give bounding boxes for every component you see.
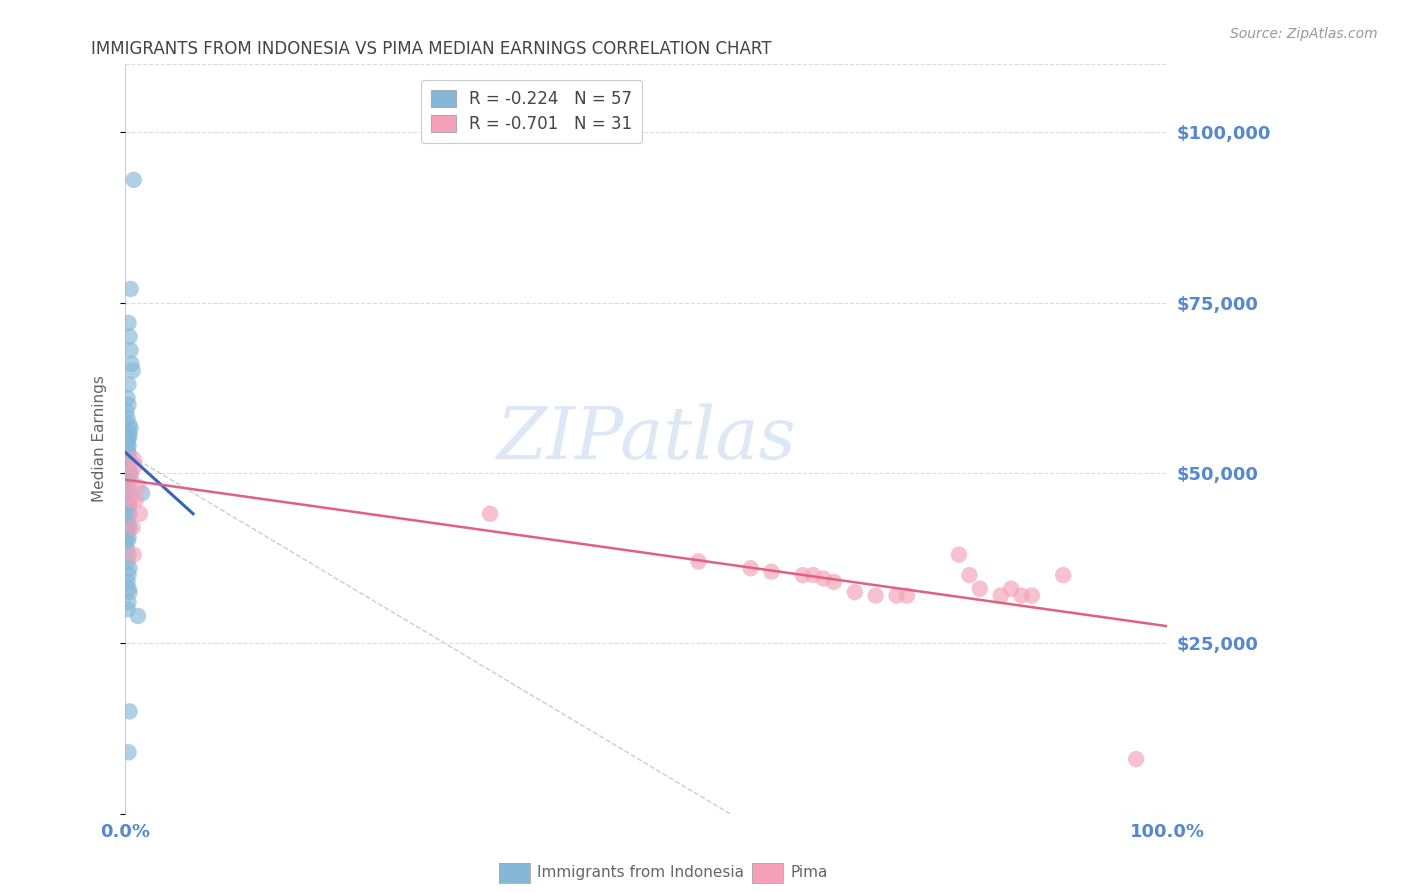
Point [120, 493, 142, 508]
Text: Immigrants from Indonesia: Immigrants from Indonesia [537, 865, 744, 880]
Point [761, 565, 783, 579]
Point [124, 459, 146, 474]
Point [127, 609, 149, 624]
Point [117, 602, 139, 616]
Point [120, 282, 142, 296]
Point [118, 329, 141, 343]
Y-axis label: Median Earnings: Median Earnings [93, 376, 107, 502]
Point [1000, 582, 1022, 596]
Point [117, 456, 139, 470]
Point [115, 514, 138, 528]
Point [118, 507, 141, 521]
Point [688, 554, 710, 568]
Point [117, 435, 139, 450]
Point [117, 462, 139, 476]
Point [117, 432, 139, 446]
Point [117, 548, 139, 562]
Point [120, 422, 142, 436]
Point [886, 589, 908, 603]
Point [121, 520, 143, 534]
Point [120, 469, 142, 483]
Point [118, 428, 141, 442]
Point [801, 568, 824, 582]
Point [118, 520, 141, 534]
Point [131, 486, 153, 500]
Point [129, 507, 152, 521]
Point [117, 473, 139, 487]
Point [115, 404, 138, 418]
Point [823, 574, 845, 589]
Point [121, 364, 143, 378]
Point [117, 398, 139, 412]
Point [1052, 568, 1074, 582]
Point [118, 705, 141, 719]
Point [117, 554, 139, 568]
Point [117, 582, 139, 596]
Text: Source: ZipAtlas.com: Source: ZipAtlas.com [1230, 27, 1378, 41]
Point [118, 466, 141, 480]
Point [122, 452, 145, 467]
Point [117, 445, 139, 459]
Point [117, 507, 139, 521]
Point [117, 524, 139, 538]
Legend: R = -0.224   N = 57, R = -0.701   N = 31: R = -0.224 N = 57, R = -0.701 N = 31 [420, 80, 643, 143]
Point [120, 343, 142, 358]
Point [115, 476, 138, 491]
Point [117, 479, 139, 493]
Point [948, 548, 970, 562]
Point [115, 527, 138, 541]
Point [1011, 589, 1033, 603]
Point [117, 425, 139, 439]
Point [117, 442, 139, 456]
Point [117, 486, 139, 500]
Point [117, 479, 139, 493]
Point [1021, 589, 1043, 603]
Point [990, 589, 1012, 603]
Point [118, 585, 141, 599]
Point [118, 418, 141, 433]
Point [117, 568, 139, 582]
Point [117, 316, 139, 330]
Point [117, 574, 139, 589]
Point [117, 439, 139, 453]
Point [122, 548, 145, 562]
Point [117, 516, 139, 531]
Point [127, 479, 149, 493]
Point [117, 377, 139, 392]
Point [117, 500, 139, 514]
Point [117, 595, 139, 609]
Point [813, 572, 835, 586]
Text: ZIPatlas: ZIPatlas [496, 403, 796, 474]
Point [117, 497, 139, 511]
Point [792, 568, 814, 582]
Point [117, 534, 139, 549]
Point [117, 459, 139, 474]
Point [1125, 752, 1147, 766]
Point [118, 561, 141, 575]
Point [121, 357, 143, 371]
Point [896, 589, 918, 603]
Point [865, 589, 887, 603]
Point [479, 507, 502, 521]
Point [117, 531, 139, 545]
Point [115, 493, 138, 508]
Point [740, 561, 762, 575]
Point [117, 745, 139, 759]
Point [125, 493, 148, 508]
Text: IMMIGRANTS FROM INDONESIA VS PIMA MEDIAN EARNINGS CORRELATION CHART: IMMIGRANTS FROM INDONESIA VS PIMA MEDIAN… [91, 40, 772, 58]
Point [957, 568, 980, 582]
Point [117, 391, 139, 405]
Point [120, 466, 142, 480]
Point [118, 452, 141, 467]
Point [117, 411, 139, 425]
Point [844, 585, 866, 599]
Point [115, 541, 138, 555]
Point [969, 582, 991, 596]
Text: Pima: Pima [790, 865, 828, 880]
Point [122, 173, 145, 187]
